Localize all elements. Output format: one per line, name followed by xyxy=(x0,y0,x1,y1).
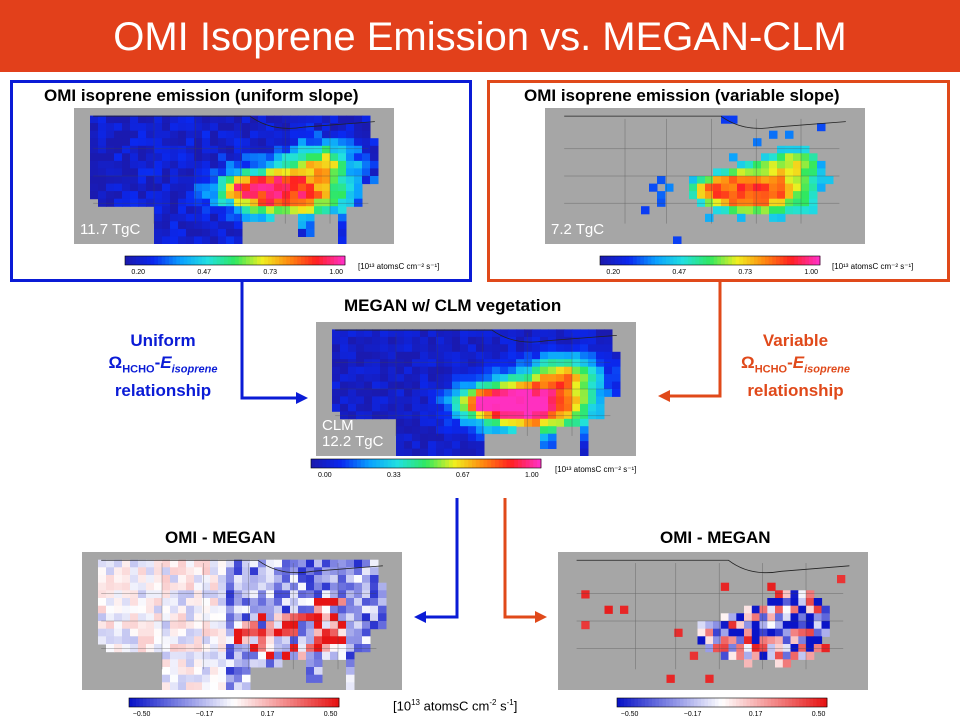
megan-emission-map xyxy=(316,322,636,456)
colorbar-tick-label: 0.73 xyxy=(263,269,277,276)
uniform-label-line3: relationship xyxy=(114,381,212,401)
diff-left-map xyxy=(82,552,402,690)
uniform-dash: - xyxy=(154,353,161,372)
variable-label-formula: ΩHCHO-Eisoprene xyxy=(718,352,873,380)
diff-left-colorbar: −0.50 −0.17 0.17 0.50 xyxy=(128,697,340,718)
variable-units: [10¹³ atomsC cm⁻² s⁻¹] xyxy=(832,262,914,271)
colorbar-tick-label: −0.50 xyxy=(621,711,639,718)
uniform-omega: Ω xyxy=(108,353,123,372)
colorbar-tick-label: 0.17 xyxy=(261,711,275,718)
colorbar-tick-label: −0.17 xyxy=(196,711,214,718)
megan-to-diff-left-arrow xyxy=(414,498,459,623)
colorbar-tick-label: 0.00 xyxy=(318,472,332,479)
variable-emission-map xyxy=(545,108,865,244)
colorbar-tick-label: 0.50 xyxy=(324,711,338,718)
megan-colorbar: 0.00 0.33 0.67 1.00 xyxy=(310,458,542,479)
variable-label-line1: Variable xyxy=(762,331,829,350)
uniform-e: E xyxy=(160,353,172,372)
colorbar-tick-label: 0.73 xyxy=(738,269,752,276)
uniform-colorbar: 0.20 0.47 0.73 1.00 xyxy=(124,255,346,276)
colorbar-tick-label: 0.67 xyxy=(456,472,470,479)
colorbar-tick-label: 0.47 xyxy=(672,269,686,276)
diff-right-title: OMI - MEGAN xyxy=(660,528,771,547)
variable-panel-title: OMI isoprene emission (variable slope) xyxy=(524,86,840,105)
colorbar-tick-label: −0.17 xyxy=(684,711,702,718)
uniform-omega-sub: HCHO xyxy=(122,363,155,376)
colorbar-tick-label: 0.20 xyxy=(131,269,145,276)
colorbar-tick-label: 0.20 xyxy=(606,269,620,276)
colorbar-tick-label: 0.50 xyxy=(812,711,826,718)
colorbar-tick-label: 1.00 xyxy=(804,269,818,276)
units-exp1: 13 xyxy=(411,698,420,707)
units-exp2: -2 xyxy=(489,698,497,707)
uniform-panel-title: OMI isoprene emission (uniform slope) xyxy=(44,86,359,105)
variable-label-line3: relationship xyxy=(747,381,844,401)
colorbar-tick-label: 1.00 xyxy=(525,472,539,479)
megan-to-diff-right-arrow xyxy=(503,498,547,623)
uniform-emission-map xyxy=(74,108,394,244)
uniform-e-sub: isoprene xyxy=(171,363,218,376)
units-mid: atomsC cm xyxy=(419,698,490,714)
diff-left-title: OMI - MEGAN xyxy=(165,528,276,547)
variable-to-megan-arrow xyxy=(658,282,722,402)
uniform-relationship-label: Uniform ΩHCHO-Eisoprene relationship xyxy=(88,330,238,402)
diff-units: [1013 atomsC cm-2 s-1] xyxy=(393,698,517,713)
units-exp3: -1 xyxy=(506,698,514,707)
colorbar-tick-label: 0.47 xyxy=(197,269,211,276)
uniform-label-formula: ΩHCHO-Eisoprene xyxy=(88,352,238,380)
colorbar-tick-label: 0.33 xyxy=(387,472,401,479)
colorbar-tick-label: 1.00 xyxy=(329,269,343,276)
uniform-units: [10¹³ atomsC cm⁻² s⁻¹] xyxy=(358,262,440,271)
variable-omega-sub: HCHO xyxy=(754,363,788,376)
units-post: ] xyxy=(513,698,518,714)
diff-right-colorbar: −0.50 −0.17 0.17 0.50 xyxy=(616,697,828,718)
variable-e-sub: isoprene xyxy=(804,363,850,376)
variable-dash: - xyxy=(787,353,793,372)
colorbar-tick-label: −0.50 xyxy=(133,711,151,718)
colorbar-tick-label: 0.17 xyxy=(749,711,763,718)
units-pre: [10 xyxy=(393,698,412,714)
megan-units: [10¹³ atomsC cm⁻² s⁻¹] xyxy=(555,465,637,474)
variable-omega: Ω xyxy=(741,353,755,372)
uniform-to-megan-arrow xyxy=(240,282,308,404)
slide-title: OMI Isoprene Emission vs. MEGAN-CLM xyxy=(0,0,960,72)
variable-colorbar: 0.20 0.47 0.73 1.00 xyxy=(599,255,821,276)
uniform-label-line1: Uniform xyxy=(130,331,196,350)
variable-e: E xyxy=(792,353,805,372)
variable-relationship-label: Variable ΩHCHO-Eisoprene relationship xyxy=(718,330,873,402)
units-mid2: s xyxy=(496,698,507,714)
diff-right-map xyxy=(558,552,868,690)
megan-panel-title: MEGAN w/ CLM vegetation xyxy=(344,296,562,315)
